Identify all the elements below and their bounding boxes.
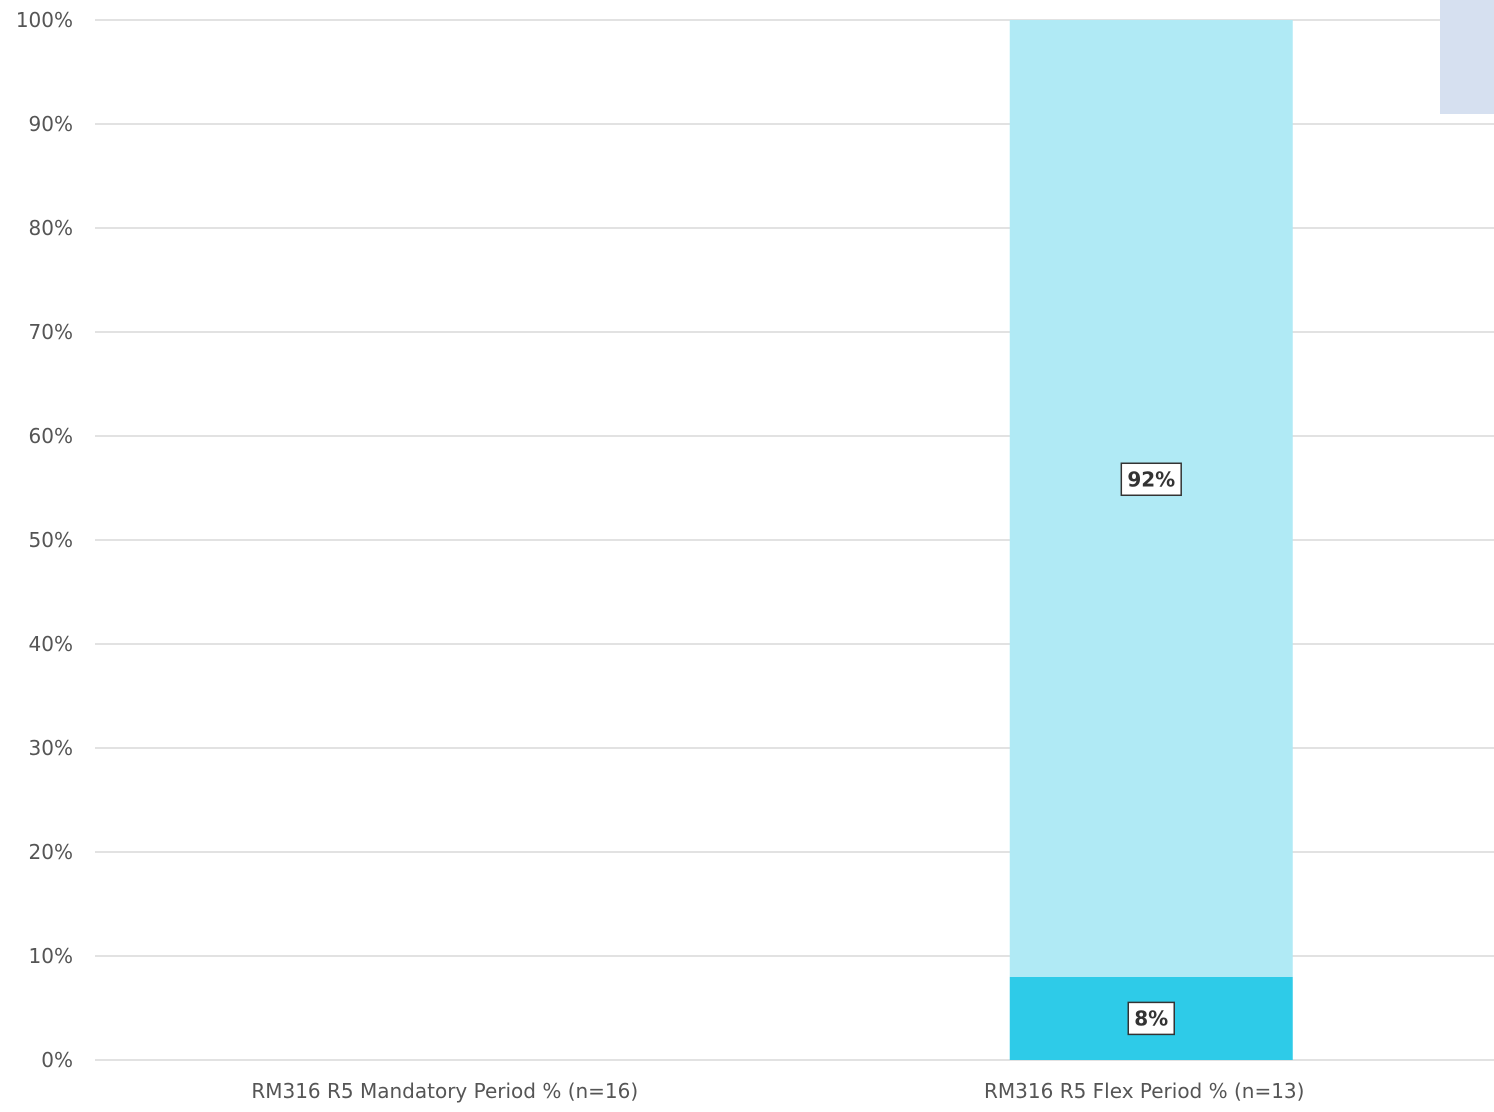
y-axis-tick-labels: 0% 10% 20% 30% 40% 50% 60% 70% 80% 90% 100%	[16, 8, 73, 1072]
y-tick-label: 20%	[29, 840, 73, 864]
y-tick-label: 30%	[29, 736, 73, 760]
y-tick-label: 60%	[29, 424, 73, 448]
data-labels: 8% 92%	[1120, 462, 1182, 1036]
y-tick-label: 100%	[16, 8, 73, 32]
y-tick-label: 70%	[29, 320, 73, 344]
data-label: 92%	[1127, 467, 1175, 491]
y-tick-label: 40%	[29, 632, 73, 656]
y-tick-label: 0%	[41, 1048, 73, 1072]
data-label-box	[1127, 1001, 1175, 1036]
data-label: 8%	[1134, 1006, 1168, 1030]
x-axis-category-labels: RM316 R5 Mandatory Period % (n=16) RM316 …	[251, 1079, 1304, 1103]
data-label-box	[1120, 462, 1182, 497]
y-tick-label: 50%	[29, 528, 73, 552]
y-tick-label: 10%	[29, 944, 73, 968]
bars	[1009, 20, 1293, 1060]
x-category-label: RM316 R5 Mandatory Period % (n=16)	[251, 1079, 638, 1103]
bar-segment	[1009, 20, 1293, 977]
legend-swatch	[1440, 0, 1494, 114]
y-tick-label: 90%	[29, 112, 73, 136]
y-tick-label: 80%	[29, 216, 73, 240]
legend	[1440, 0, 1494, 114]
x-category-label: RM316 R5 Flex Period % (n=13)	[984, 1079, 1304, 1103]
